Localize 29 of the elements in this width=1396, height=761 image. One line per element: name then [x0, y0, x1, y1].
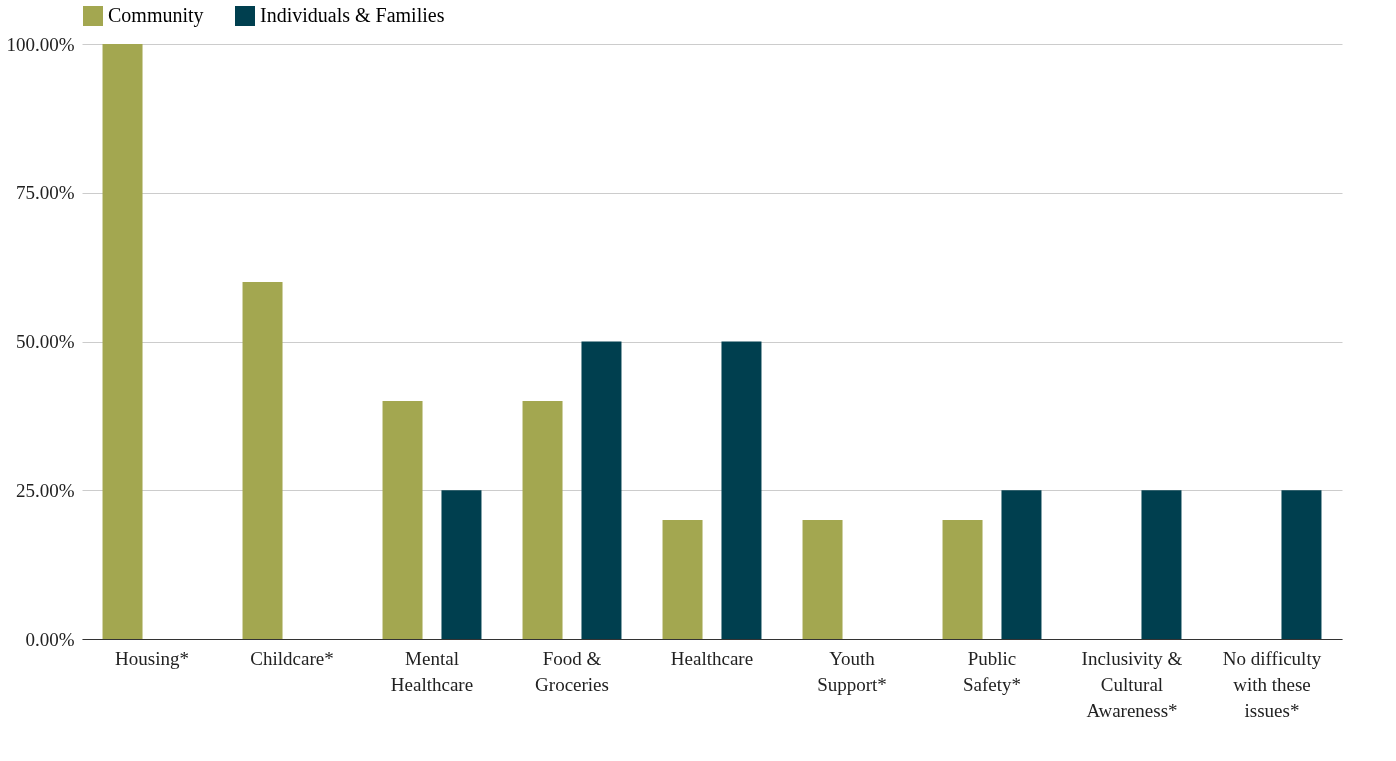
- bar: [581, 341, 622, 639]
- x-tick-label: Food & Groceries: [535, 647, 609, 695]
- x-tick-label: Healthcare: [670, 647, 754, 669]
- bar: [721, 341, 762, 639]
- x-tick-label: Inclusivity & Cultural Awareness*: [1081, 647, 1183, 721]
- legend-label: Community: [108, 4, 204, 27]
- y-tick-label: 50.00%: [15, 331, 75, 352]
- y-tick-label: 0.00%: [25, 628, 75, 650]
- x-tick-label: Public Safety*: [962, 647, 1022, 695]
- bar: [942, 520, 983, 639]
- bar: [802, 520, 843, 639]
- bar: [441, 490, 482, 639]
- y-tick-label: 75.00%: [15, 182, 75, 204]
- bar: [522, 401, 563, 639]
- x-tick-label: No difficulty with these issues*: [1222, 647, 1322, 721]
- bar: [1001, 490, 1042, 639]
- bar: [662, 520, 703, 639]
- x-tick-label: Mental Healthcare: [390, 647, 474, 695]
- bar: [102, 44, 143, 639]
- bar: [1141, 490, 1182, 639]
- bar: [1281, 490, 1322, 639]
- bar: [382, 401, 423, 639]
- x-tick-label: Housing*: [115, 647, 189, 669]
- y-tick-label: 25.00%: [15, 479, 75, 501]
- bar: [242, 282, 283, 639]
- x-tick-label: Youth Support*: [817, 647, 887, 695]
- legend-label: Individuals & Families: [260, 4, 445, 26]
- x-tick-label: Childcare*: [250, 647, 334, 669]
- y-tick-label: 100.00%: [6, 33, 75, 55]
